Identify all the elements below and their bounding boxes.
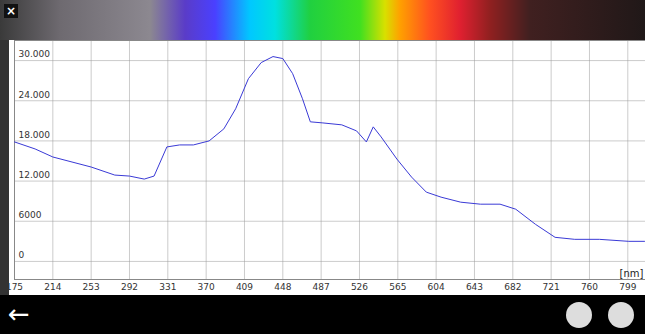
svg-text:409: 409 <box>236 282 253 292</box>
svg-text:0: 0 <box>19 250 25 260</box>
svg-text:18.000: 18.000 <box>19 130 51 140</box>
svg-text:721: 721 <box>543 282 560 292</box>
svg-text:487: 487 <box>313 282 330 292</box>
svg-text:24.000: 24.000 <box>19 90 51 100</box>
svg-text:643: 643 <box>466 282 483 292</box>
svg-text:604: 604 <box>428 282 445 292</box>
svg-text:370: 370 <box>198 282 215 292</box>
svg-text:448: 448 <box>274 282 291 292</box>
svg-text:799: 799 <box>619 282 636 292</box>
svg-text:760: 760 <box>581 282 598 292</box>
svg-text:526: 526 <box>351 282 368 292</box>
svg-text:214: 214 <box>44 282 61 292</box>
svg-text:6000: 6000 <box>19 210 42 220</box>
svg-text:253: 253 <box>83 282 100 292</box>
svg-text:[nm]: [nm] <box>620 268 644 279</box>
svg-text:682: 682 <box>504 282 521 292</box>
svg-text:175: 175 <box>6 282 23 292</box>
svg-text:30.000: 30.000 <box>19 49 51 59</box>
svg-text:12.000: 12.000 <box>19 170 51 180</box>
svg-text:292: 292 <box>121 282 138 292</box>
svg-text:331: 331 <box>159 282 176 292</box>
svg-text:565: 565 <box>389 282 406 292</box>
